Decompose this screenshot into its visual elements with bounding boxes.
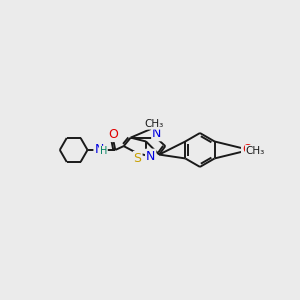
Text: O: O <box>108 128 118 141</box>
Text: N: N <box>152 127 161 140</box>
Text: S: S <box>134 152 142 165</box>
Text: CH₃: CH₃ <box>144 119 164 129</box>
Text: CH₃: CH₃ <box>246 146 265 156</box>
Text: O: O <box>242 143 252 157</box>
Text: N: N <box>94 143 104 157</box>
Text: N: N <box>146 150 155 163</box>
Text: H: H <box>100 146 107 157</box>
